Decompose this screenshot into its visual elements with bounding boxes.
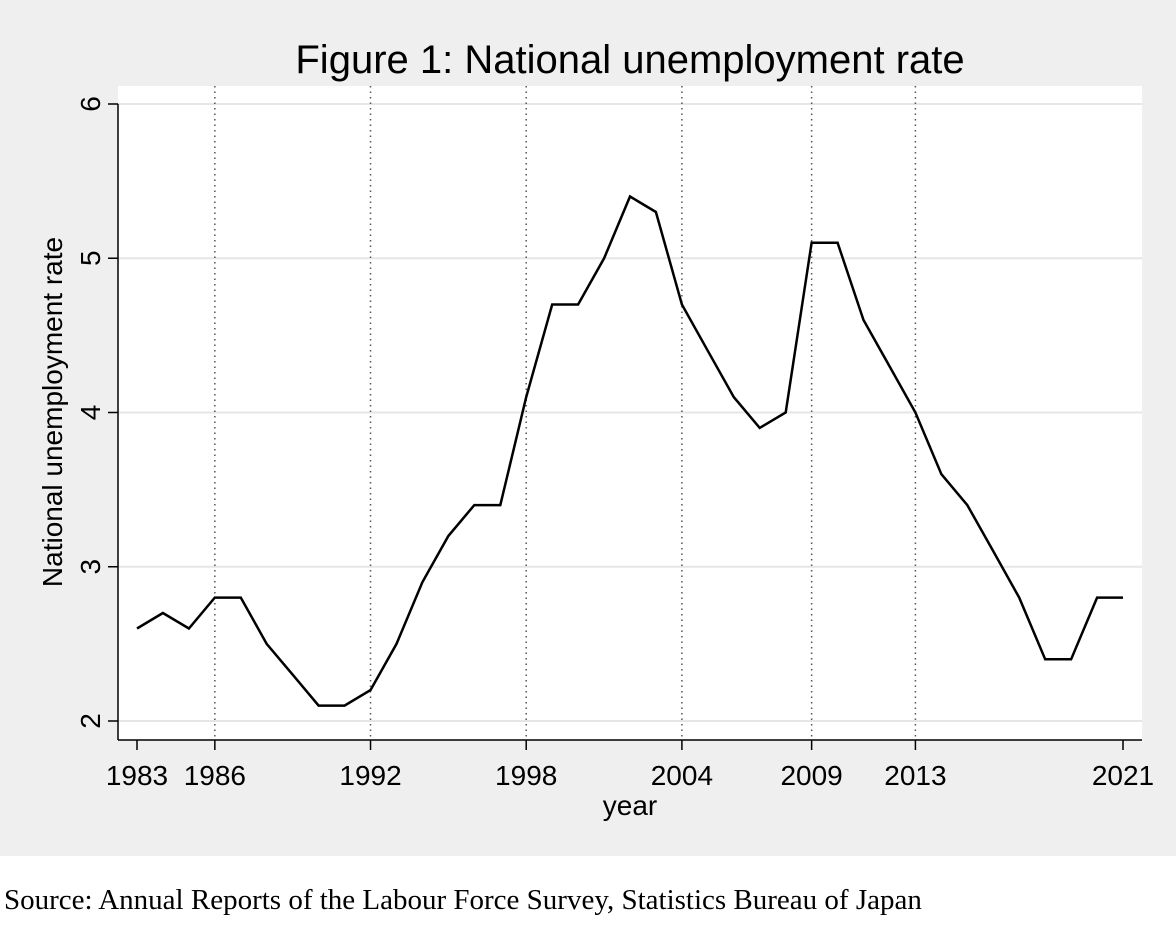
x-tick-label: 2009 <box>780 760 842 791</box>
series-line <box>136 194 1123 707</box>
reference-lines <box>214 86 917 740</box>
x-tick-label: 2021 <box>1092 760 1154 791</box>
x-tick-label: 1992 <box>339 760 401 791</box>
x-tick-label: 2013 <box>884 760 946 791</box>
y-tick-label: 6 <box>75 96 106 112</box>
x-tick-label: 1998 <box>495 760 557 791</box>
unemployment-line-chart: 2 3 4 5 6 1983 1986 1992 1998 2004 2009 2013 2021 Fi… <box>0 0 1176 856</box>
y-tick-label: 4 <box>75 405 106 421</box>
y-tick-label: 3 <box>75 559 106 575</box>
series-layer <box>136 194 1124 707</box>
chart-title: Figure 1: National unemployment rate <box>295 38 964 82</box>
y-tick-label: 5 <box>75 250 106 266</box>
y-tick-label: 2 <box>75 713 106 729</box>
axes: 2 3 4 5 6 1983 1986 1992 1998 2004 2009 2013 2021 <box>75 96 1154 791</box>
source-note: Source: Annual Reports of the Labour For… <box>4 884 922 916</box>
x-tick-label: 1983 <box>106 760 168 791</box>
x-tick-label: 1986 <box>184 760 246 791</box>
x-axis-label: year <box>603 790 657 821</box>
gridlines <box>118 103 1142 722</box>
y-axis-label: National unemployment rate <box>37 237 68 587</box>
x-tick-label: 2004 <box>651 760 713 791</box>
